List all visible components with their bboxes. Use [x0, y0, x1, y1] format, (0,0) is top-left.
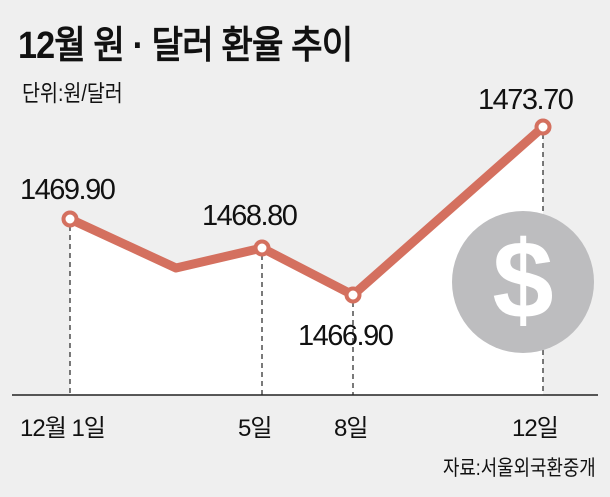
data-point [534, 118, 552, 136]
data-label: 1473.70 [478, 84, 573, 116]
data-point [344, 286, 362, 304]
area-fill [70, 127, 543, 395]
x-tick-label: 5일 [238, 415, 271, 442]
x-tick-label: 12월 1일 [20, 415, 105, 442]
x-tick-label: 12일 [512, 415, 558, 442]
dollar-coin-icon: $ [452, 211, 594, 353]
data-label: 1466.90 [298, 320, 393, 352]
source-note: 자료:서울외국환중개 [443, 457, 596, 480]
x-tick-label: 8일 [334, 415, 367, 442]
data-label: 1469.90 [20, 174, 115, 206]
svg-text:$: $ [492, 219, 553, 342]
unit-label: 단위:원/달러 [22, 80, 123, 106]
data-point [253, 239, 271, 257]
data-label: 1468.80 [202, 200, 297, 232]
data-point [61, 210, 79, 228]
chart-title: 12월 원 · 달러 환율 추이 [18, 25, 353, 67]
